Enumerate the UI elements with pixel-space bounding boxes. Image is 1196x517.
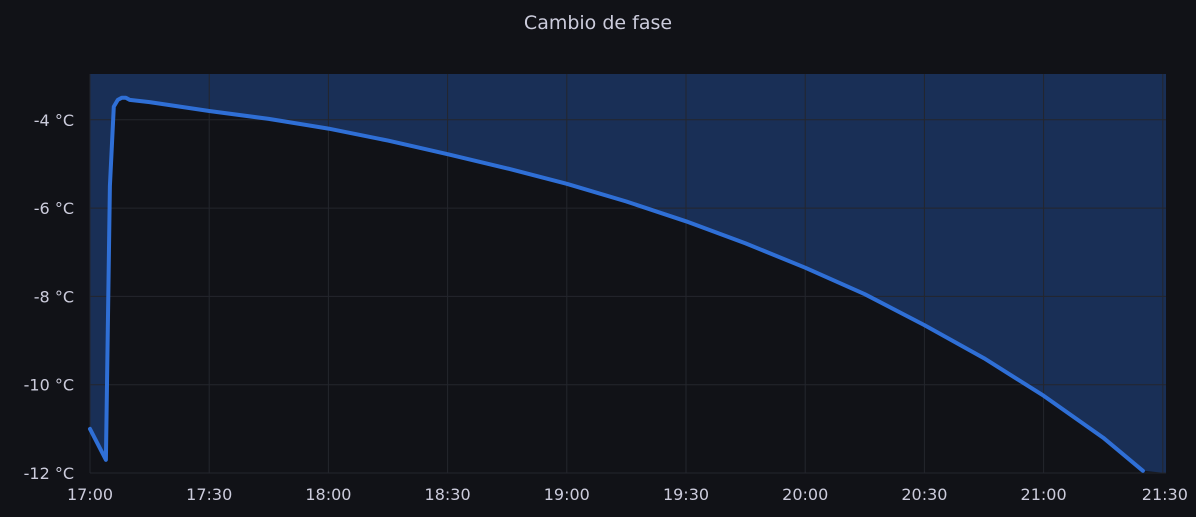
y-tick-label: -8 °C [34, 287, 74, 306]
x-tick-label: 18:30 [425, 485, 471, 504]
x-tick-label: 19:30 [663, 485, 709, 504]
x-tick-label: 21:00 [1021, 485, 1067, 504]
x-tick-label: 18:00 [305, 485, 351, 504]
y-tick-label: -6 °C [34, 199, 74, 218]
y-tick-label: -10 °C [24, 376, 74, 395]
y-tick-label: -12 °C [24, 464, 74, 483]
x-tick-label: 19:00 [544, 485, 590, 504]
y-tick-label: -4 °C [34, 111, 74, 130]
series-line [88, 95, 1145, 473]
x-tick-label: 20:00 [782, 485, 828, 504]
x-tick-label: 20:30 [901, 485, 947, 504]
x-tick-label: 21:30 [1142, 485, 1188, 504]
series-fill-area [90, 74, 1166, 473]
panel-title: Cambio de fase [523, 12, 673, 34]
x-tick-label: 17:30 [186, 485, 232, 504]
x-tick-label: 17:00 [67, 485, 113, 504]
